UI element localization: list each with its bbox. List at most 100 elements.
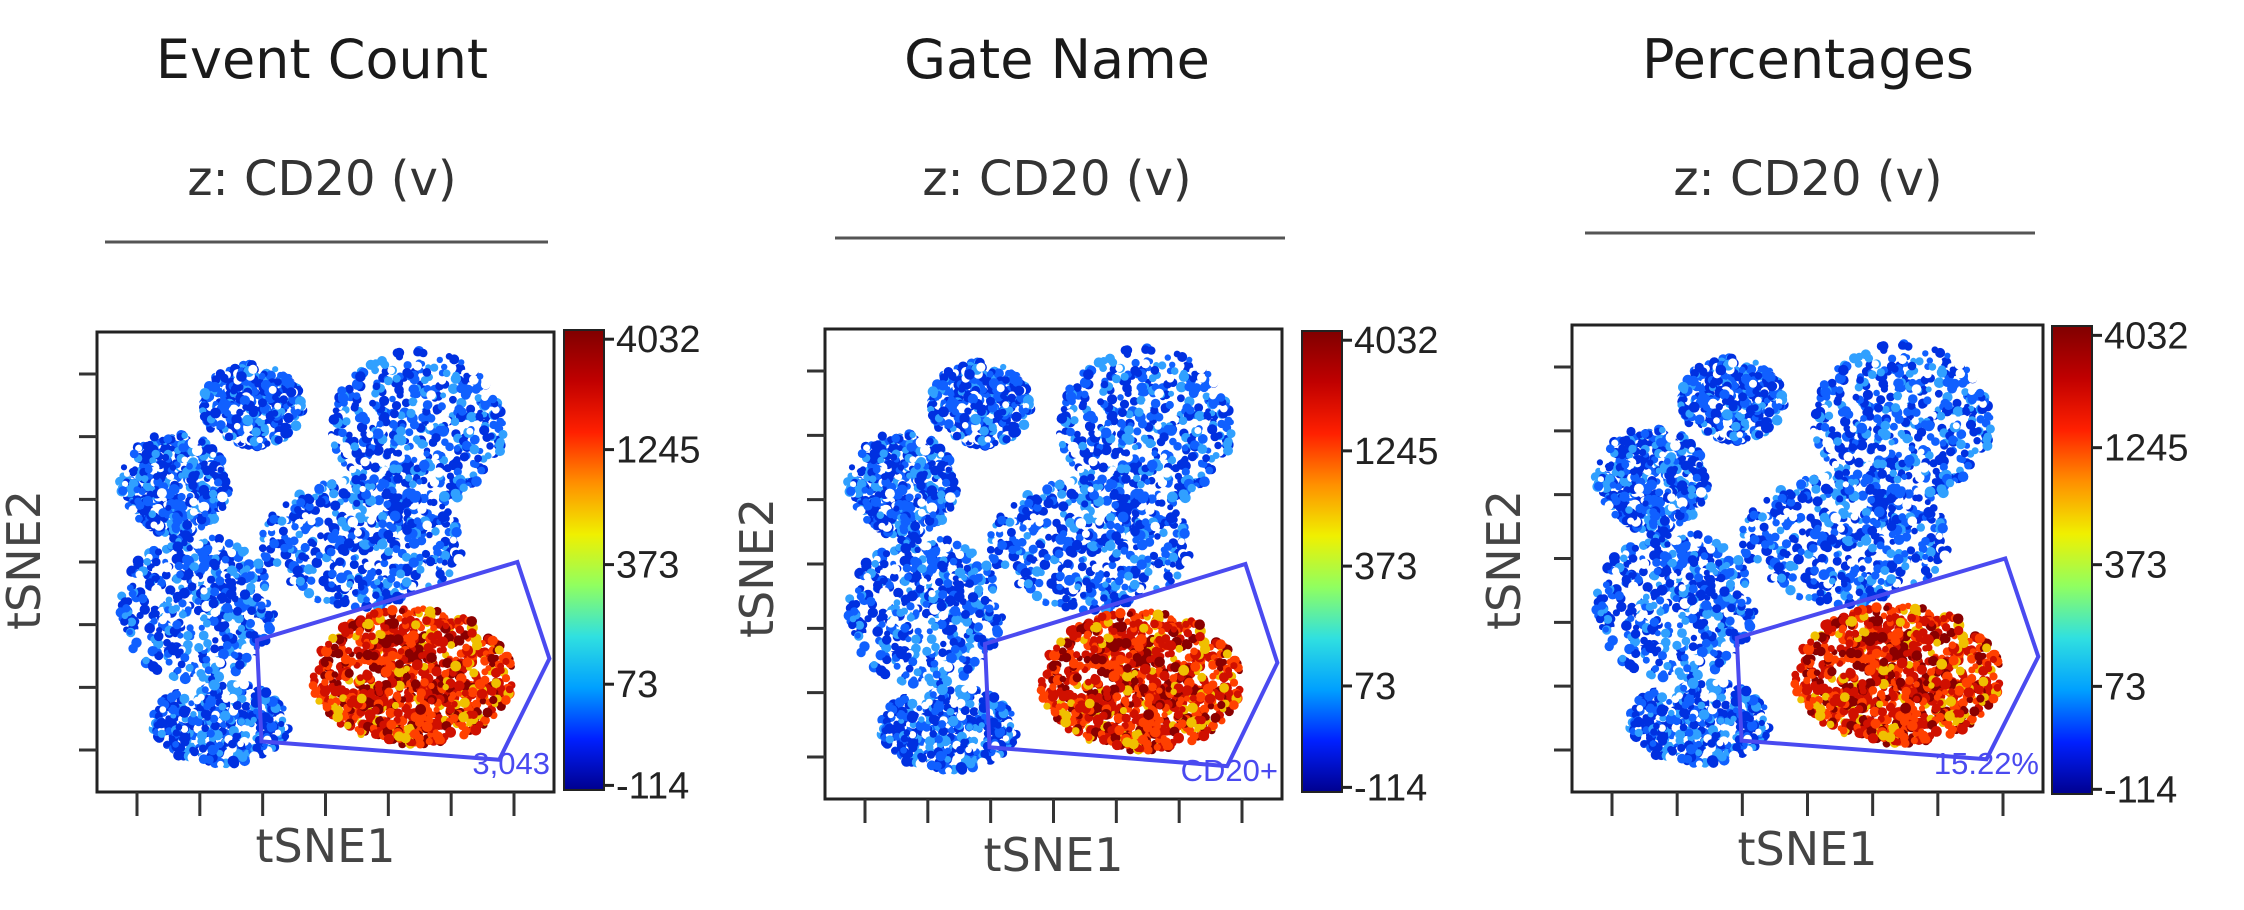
tsne-point — [204, 666, 213, 675]
tsne-point — [380, 479, 390, 489]
tsne-point — [209, 689, 218, 697]
tsne-point — [195, 540, 204, 549]
tsne-point — [268, 385, 277, 394]
tsne-point — [126, 629, 133, 636]
tsne-point — [936, 514, 948, 526]
tsne-point — [152, 567, 159, 574]
tsne-point — [366, 431, 374, 438]
tsne-point — [223, 611, 234, 622]
tsne-point — [315, 551, 323, 560]
tsne-point — [181, 432, 188, 439]
tsne-point — [178, 599, 187, 608]
tsne-point — [914, 462, 921, 470]
tsne-point — [198, 484, 210, 496]
tsne-point — [482, 707, 493, 718]
tsne-point — [471, 476, 482, 487]
tsne-point — [188, 700, 195, 707]
tsne-point — [344, 721, 352, 730]
tsne-point — [168, 642, 176, 650]
tsne-point — [335, 537, 341, 544]
tsne-point — [280, 543, 289, 553]
tsne-point — [416, 565, 425, 574]
tsne-point — [429, 477, 440, 487]
tsne-point — [422, 368, 432, 377]
tsne-point — [260, 687, 272, 698]
tsne-point — [375, 568, 383, 576]
tsne-point — [369, 651, 379, 661]
tsne-point — [376, 420, 384, 428]
tsne-point — [440, 575, 447, 583]
tsne-point — [215, 658, 225, 668]
tsne-point — [459, 483, 468, 492]
tsne-point — [439, 456, 449, 465]
tsne-point — [279, 395, 289, 404]
tsne-point — [151, 584, 162, 595]
tsne-point — [408, 397, 418, 407]
tsne-point — [453, 456, 461, 464]
tsne-point — [899, 513, 908, 522]
tsne-point — [489, 695, 498, 705]
tsne-point — [479, 425, 490, 436]
tsne-point — [237, 428, 245, 436]
tsne-point — [165, 658, 173, 666]
tsne-point — [328, 414, 340, 425]
tsne-point — [214, 478, 223, 487]
tsne-point — [906, 472, 913, 479]
tsne-point — [416, 694, 425, 703]
tsne-point — [389, 464, 399, 474]
tsne-point — [209, 489, 218, 499]
tsne-point — [938, 451, 945, 458]
tsne-point — [945, 492, 956, 503]
tsne-point — [258, 398, 267, 408]
tsne-point — [948, 472, 957, 480]
tsne-point — [339, 442, 351, 454]
tsne-point — [403, 712, 410, 719]
tsne-point — [860, 466, 866, 473]
tsne-point — [362, 621, 370, 629]
tsne-point — [432, 731, 444, 742]
tsne-point — [408, 557, 419, 568]
tsne-point — [271, 409, 279, 417]
tsne-point — [325, 640, 333, 648]
tsne-point — [298, 552, 307, 561]
tsne-point — [122, 480, 129, 487]
tsne-point — [139, 509, 146, 516]
tsne-point — [884, 488, 895, 499]
tsne-point — [455, 690, 463, 697]
tsne-point — [469, 710, 478, 719]
tsne-point — [274, 378, 282, 386]
tsne-point — [330, 685, 341, 697]
tsne-point — [863, 501, 873, 511]
tsne-point — [893, 505, 900, 512]
tsne-point — [142, 495, 154, 507]
tsne-point — [387, 574, 396, 583]
tsne-point — [495, 440, 504, 450]
tsne-point — [458, 712, 469, 723]
tsne-point — [331, 671, 339, 678]
tsne-point — [208, 598, 219, 609]
tsne-point — [393, 581, 401, 589]
tsne-point — [142, 457, 150, 465]
tsne-point — [237, 576, 246, 586]
tsne-point — [202, 492, 210, 500]
tsne-point — [139, 604, 150, 615]
tsne-point — [461, 689, 469, 697]
tsne-point — [333, 705, 344, 716]
tsne-point — [283, 412, 294, 424]
tsne-point — [207, 744, 218, 756]
tsne-point — [405, 428, 414, 437]
tsne-point — [151, 449, 160, 459]
tsne-point — [128, 505, 138, 515]
tsne-point — [314, 483, 325, 494]
tsne-point — [345, 431, 353, 439]
tsne-point — [218, 702, 227, 711]
tsne-point — [406, 408, 416, 418]
tsne-point — [149, 457, 157, 465]
tsne-point — [450, 373, 462, 384]
tsne-point — [307, 517, 316, 526]
tsne-point — [194, 643, 204, 653]
tsne-point — [378, 460, 386, 467]
tsne-point — [396, 569, 406, 579]
tsne-point — [252, 593, 262, 603]
tsne-point — [454, 617, 462, 625]
